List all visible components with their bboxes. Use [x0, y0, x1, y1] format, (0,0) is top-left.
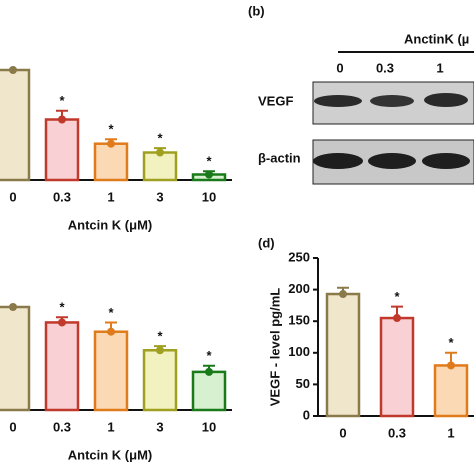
bar	[44, 118, 80, 182]
bar	[0, 305, 31, 412]
y-tick-label: 100	[288, 344, 310, 359]
y-tick-label: 150	[288, 313, 310, 328]
y-tick-label: 50	[296, 376, 310, 391]
x-tick-label: 3	[156, 189, 163, 204]
significance: *	[59, 93, 65, 108]
significance: *	[157, 131, 163, 146]
bar	[191, 370, 227, 412]
x-axis-label: Antcin K (μM)	[68, 217, 153, 232]
x-tick-label: 0	[339, 425, 346, 440]
y-tick-label: 250	[288, 249, 310, 264]
lane-label: 0.3	[376, 60, 394, 75]
significance: *	[448, 335, 454, 350]
mean-dot	[107, 139, 115, 148]
bar	[433, 364, 469, 418]
bar	[142, 349, 178, 412]
x-tick-label: 0.3	[388, 425, 406, 440]
mean-dot	[156, 148, 164, 157]
x-tick-label: 10	[202, 419, 216, 434]
significance: *	[59, 300, 65, 315]
x-axis-label: Antcin K (μM)	[68, 447, 153, 462]
bar	[325, 292, 361, 418]
lane-label: 0	[336, 60, 343, 75]
significance: *	[206, 154, 212, 169]
mean-dot	[9, 303, 17, 311]
x-tick-label: 1	[107, 189, 114, 204]
y-axis-label: VEGF - level pg/mL	[267, 288, 282, 407]
x-tick-label: 0	[9, 419, 16, 434]
significance: *	[108, 122, 114, 137]
mean-dot	[9, 66, 17, 74]
bar	[379, 316, 415, 418]
mean-dot	[58, 115, 66, 124]
mean-dot	[339, 290, 347, 299]
x-tick-label: 1	[447, 425, 454, 440]
x-tick-label: 0	[9, 189, 16, 204]
bar	[93, 142, 129, 182]
mean-dot	[107, 327, 115, 336]
x-tick-label: 0.3	[53, 419, 71, 434]
mean-dot	[205, 367, 213, 376]
bar	[0, 68, 31, 182]
panel-label: (d)	[258, 235, 275, 250]
mean-dot	[393, 314, 401, 323]
blot	[312, 81, 474, 185]
significance: *	[206, 348, 212, 363]
x-tick-label: 10	[202, 189, 216, 204]
blot-header: AnctinK (µ	[404, 31, 469, 46]
mean-dot	[156, 346, 164, 355]
x-tick-label: 3	[156, 419, 163, 434]
significance: *	[394, 289, 400, 304]
y-tick-label: 200	[288, 281, 310, 296]
significance: *	[108, 305, 114, 320]
lane-label: 1	[436, 60, 443, 75]
row-label: VEGF	[258, 93, 293, 108]
bar	[44, 321, 80, 412]
y-tick-label: 0	[303, 407, 310, 422]
panel-label: (b)	[248, 3, 265, 18]
row-label: β-actin	[258, 150, 301, 165]
bar	[93, 330, 129, 412]
mean-dot	[205, 170, 213, 179]
mean-dot	[58, 318, 66, 327]
mean-dot	[447, 361, 455, 370]
x-tick-label: 0.3	[53, 189, 71, 204]
significance: *	[157, 329, 163, 344]
x-tick-label: 1	[107, 419, 114, 434]
bar	[142, 151, 178, 182]
